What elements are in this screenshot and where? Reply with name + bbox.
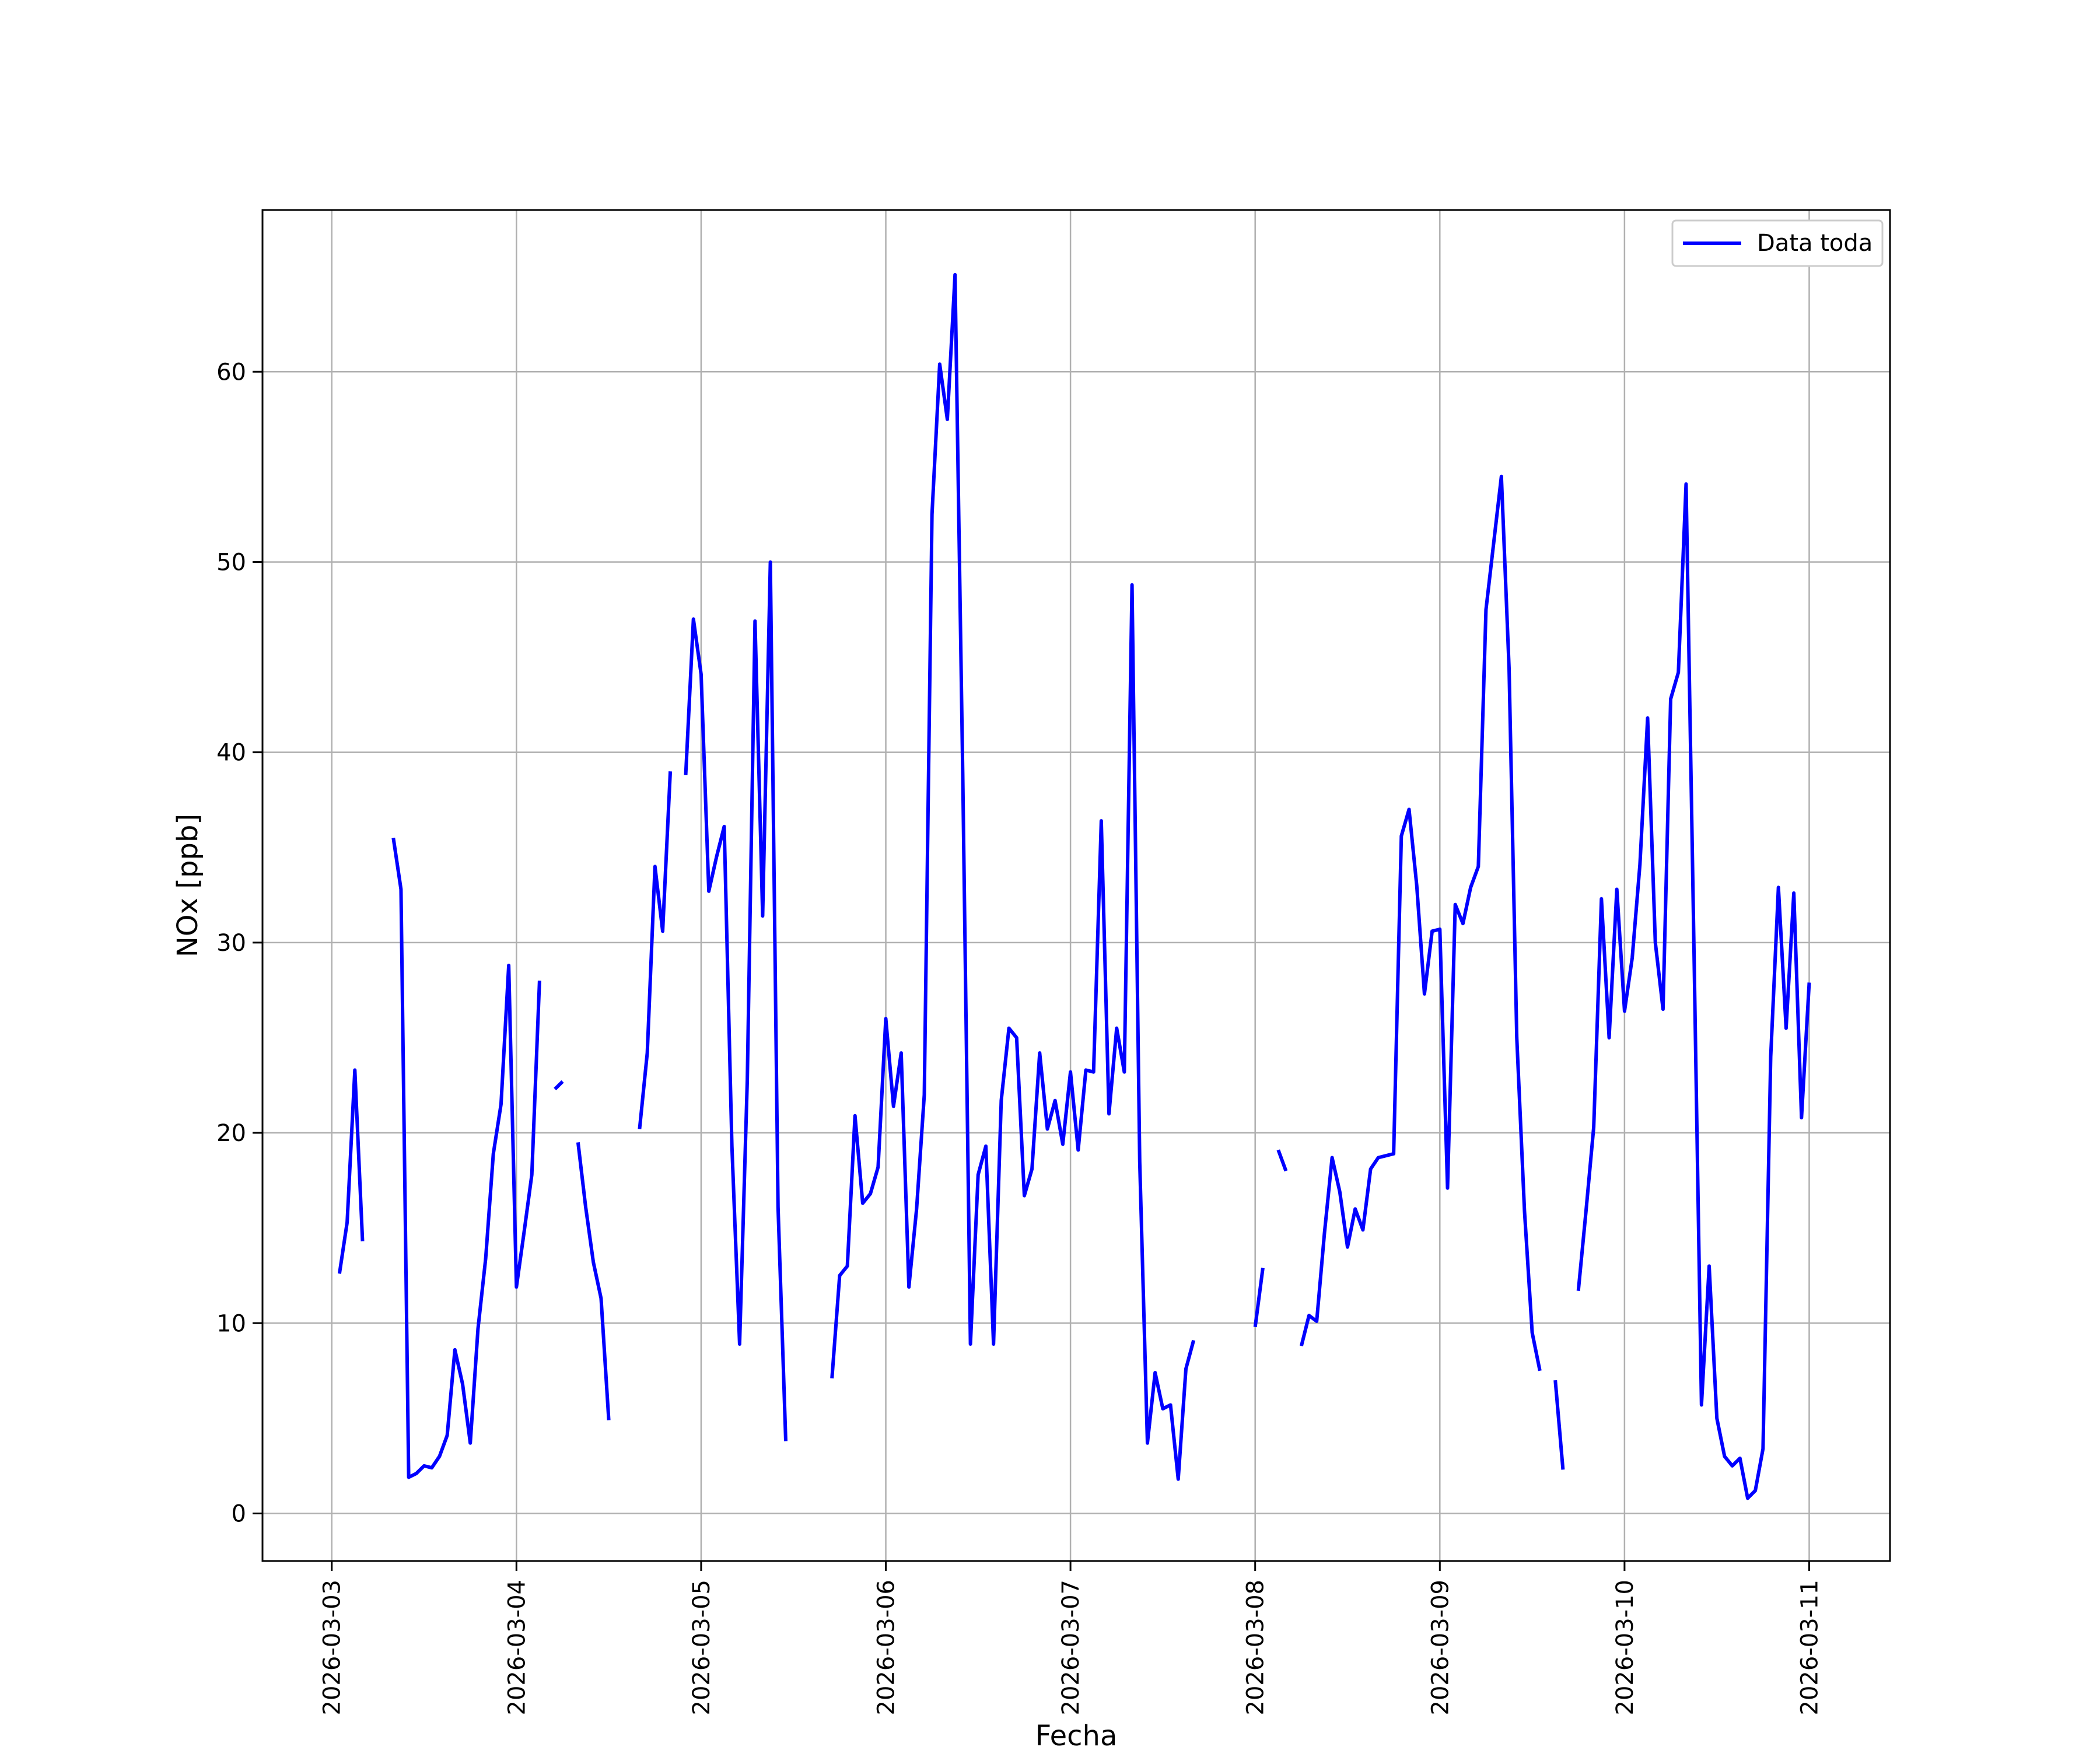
series-line-segment (391, 838, 541, 1479)
y-tick-label: 60 (216, 359, 246, 386)
legend-label-data-toda: Data toda (1757, 230, 1873, 257)
x-axis-ticks: 2026-03-03 2026-03-04 2026-03-05 2026-03-06… (319, 1561, 1823, 1715)
x-tick-label: 2026-03-05 (688, 1580, 715, 1715)
series-data-toda (337, 272, 1811, 1500)
y-tick-label: 0 (232, 1500, 246, 1527)
x-tick-label: 2026-03-08 (1242, 1580, 1269, 1715)
y-tick-label: 40 (216, 740, 246, 766)
series-line-segment (1299, 474, 1542, 1371)
legend: Data toda (1671, 219, 1884, 267)
y-gridlines (262, 371, 1890, 1514)
y-tick-label: 10 (216, 1310, 246, 1337)
legend-box (1671, 219, 1884, 267)
x-tick-label: 2026-03-03 (319, 1580, 346, 1715)
series-line-segment (830, 272, 1196, 1481)
y-tick-label: 30 (216, 930, 246, 957)
x-tick-label: 2026-03-04 (503, 1580, 530, 1715)
x-axis-label: Fecha (1035, 1720, 1118, 1750)
series-line-segment (1576, 482, 1811, 1500)
series-line-segment (337, 1068, 365, 1274)
series-line-segment (684, 560, 788, 1441)
series-line-segment (576, 1142, 611, 1420)
x-tick-label: 2026-03-11 (1796, 1580, 1823, 1715)
y-axis-ticks: 0 10 20 30 40 50 60 (216, 359, 262, 1527)
x-tick-label: 2026-03-06 (873, 1580, 900, 1715)
series-line-segment (638, 771, 673, 1129)
x-tick-label: 2026-03-07 (1058, 1580, 1084, 1715)
series-line-segment (1276, 1149, 1288, 1172)
x-gridlines (331, 210, 1810, 1561)
y-axis-label: NOx [ppb] (172, 814, 204, 957)
series-line-segment (1553, 1380, 1565, 1470)
x-tick-label: 2026-03-09 (1427, 1580, 1454, 1715)
series-line-segment (1253, 1268, 1265, 1328)
x-tick-label: 2026-03-10 (1612, 1580, 1639, 1715)
series-line-segment (554, 1080, 564, 1091)
y-tick-label: 20 (216, 1120, 246, 1147)
y-tick-label: 50 (216, 549, 246, 576)
plot-frame (261, 209, 1891, 1562)
